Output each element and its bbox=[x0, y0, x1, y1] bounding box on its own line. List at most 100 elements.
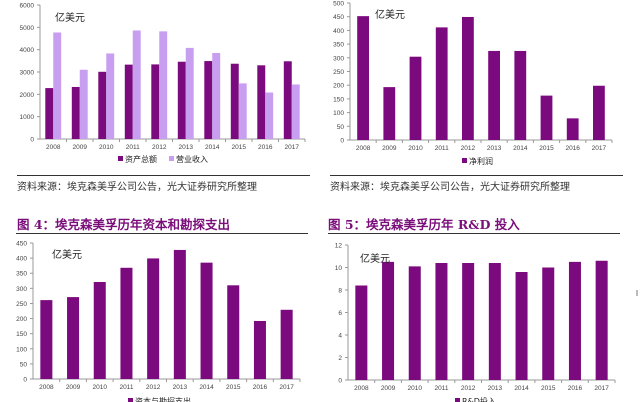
bar-R&D投入 bbox=[488, 263, 501, 380]
x-tick-label: 2012 bbox=[461, 145, 476, 152]
legend-label: 营业收入 bbox=[176, 154, 208, 164]
bar-资产总额 bbox=[230, 63, 239, 140]
x-tick-label: 2014 bbox=[205, 144, 220, 151]
x-tick-label: 2012 bbox=[461, 385, 476, 392]
chart1-source: 资料来源：埃克森美孚公司公告，光大证券研究所整理 bbox=[17, 182, 257, 193]
x-tick-label: 2014 bbox=[513, 145, 528, 152]
divider bbox=[17, 175, 310, 176]
y-tick-label: 50 bbox=[20, 361, 28, 368]
x-tick-label: 2010 bbox=[99, 144, 114, 151]
bar-营业收入 bbox=[291, 84, 300, 139]
y-tick-label: 4000 bbox=[20, 47, 35, 54]
x-tick-label: 2016 bbox=[258, 144, 273, 151]
bar-资本与勘探支出 bbox=[173, 249, 186, 379]
bar-营业收入 bbox=[132, 30, 141, 139]
legend-swatch bbox=[128, 398, 133, 402]
x-tick-label: 2013 bbox=[487, 145, 502, 152]
bar-资本与勘探支出 bbox=[120, 267, 133, 379]
y-tick-label: 6000 bbox=[20, 3, 35, 10]
chart2-source: 资料来源：埃克森美孚公司公告，光大证券研究所整理 bbox=[330, 182, 570, 193]
bar-资产总额 bbox=[283, 61, 292, 139]
bar-R&D投入 bbox=[435, 263, 448, 380]
y-tick-label: 10 bbox=[335, 265, 343, 272]
x-tick-label: 2009 bbox=[73, 144, 88, 151]
x-tick-label: 2017 bbox=[279, 384, 294, 391]
bar-净利润 bbox=[462, 16, 474, 141]
bar-R&D投入 bbox=[542, 267, 555, 380]
x-tick-label: 2008 bbox=[356, 145, 371, 152]
y-tick-label: 350 bbox=[333, 42, 344, 49]
x-tick-label: 2013 bbox=[173, 384, 188, 391]
x-tick-label: 2008 bbox=[39, 384, 54, 391]
page-edge-mark bbox=[636, 290, 638, 296]
x-tick-label: 2012 bbox=[146, 384, 161, 391]
bar-净利润 bbox=[514, 50, 527, 141]
bar-R&D投入 bbox=[568, 261, 581, 380]
bar-营业收入 bbox=[159, 31, 168, 139]
y-tick-label: 0 bbox=[338, 378, 342, 385]
y-tick-label: 450 bbox=[333, 14, 344, 21]
x-tick-label: 2009 bbox=[381, 385, 396, 392]
unit-label: 亿美元 bbox=[52, 248, 82, 261]
y-tick-label: 150 bbox=[333, 96, 344, 103]
unit-label: 亿美元 bbox=[360, 252, 390, 265]
bar-营业收入 bbox=[185, 47, 194, 139]
x-tick-label: 2016 bbox=[253, 384, 268, 391]
x-tick-label: 2017 bbox=[592, 145, 607, 152]
legend-label: R&D投入 bbox=[462, 396, 496, 402]
y-tick-label: 150 bbox=[16, 331, 27, 338]
y-tick-label: 3000 bbox=[20, 70, 35, 77]
y-tick-label: 12 bbox=[335, 243, 343, 250]
y-tick-label: 0 bbox=[30, 137, 34, 144]
y-tick-label: 250 bbox=[16, 301, 27, 308]
figure-4-title: 图 4：埃克森美孚历年资本和勘探支出 bbox=[17, 217, 231, 232]
bar-资产总额 bbox=[151, 64, 160, 139]
y-tick-label: 100 bbox=[16, 346, 27, 353]
bar-资产总额 bbox=[257, 65, 266, 139]
legend-swatch bbox=[455, 398, 460, 402]
bar-净利润 bbox=[593, 85, 605, 140]
y-tick-label: 300 bbox=[16, 286, 27, 293]
x-tick-label: 2015 bbox=[226, 384, 241, 391]
x-tick-label: 2012 bbox=[152, 144, 167, 151]
y-tick-label: 350 bbox=[16, 271, 27, 278]
bar-R&D投入 bbox=[355, 285, 368, 380]
bar-R&D投入 bbox=[595, 260, 608, 380]
unit-label: 亿美元 bbox=[55, 11, 85, 24]
bar-净利润 bbox=[409, 56, 422, 141]
legend-label: 资产总额 bbox=[125, 154, 157, 164]
x-tick-label: 2017 bbox=[594, 385, 609, 392]
legend-label: 净利润 bbox=[469, 156, 493, 166]
y-tick-label: 400 bbox=[16, 256, 27, 263]
bar-净利润 bbox=[488, 50, 500, 141]
y-tick-label: 0 bbox=[340, 138, 344, 145]
bar-营业收入 bbox=[79, 69, 88, 139]
x-tick-label: 2010 bbox=[408, 385, 423, 392]
x-tick-label: 2014 bbox=[199, 384, 214, 391]
x-tick-label: 2009 bbox=[66, 384, 81, 391]
x-tick-label: 2015 bbox=[232, 144, 247, 151]
x-tick-label: 2017 bbox=[285, 144, 300, 151]
bar-资产总额 bbox=[204, 61, 213, 139]
bar-资产总额 bbox=[177, 61, 186, 139]
unit-label: 亿美元 bbox=[375, 8, 405, 21]
x-tick-label: 2009 bbox=[382, 145, 397, 152]
bar-营业收入 bbox=[53, 32, 62, 139]
bar-资产总额 bbox=[45, 88, 54, 139]
divider bbox=[330, 175, 623, 176]
x-tick-label: 2014 bbox=[514, 385, 529, 392]
x-tick-label: 2013 bbox=[179, 144, 194, 151]
x-tick-label: 2011 bbox=[435, 145, 449, 152]
y-tick-label: 50 bbox=[337, 124, 345, 131]
bar-营业收入 bbox=[212, 53, 221, 140]
y-tick-label: 250 bbox=[333, 69, 344, 76]
legend-swatch bbox=[462, 158, 467, 163]
y-tick-label: 8 bbox=[338, 288, 342, 295]
bar-营业收入 bbox=[238, 83, 247, 139]
bar-营业收入 bbox=[106, 53, 115, 139]
x-tick-label: 2010 bbox=[408, 145, 423, 152]
y-tick-label: 400 bbox=[333, 28, 344, 35]
bar-净利润 bbox=[566, 118, 579, 140]
bar-资本与勘探支出 bbox=[200, 262, 213, 379]
